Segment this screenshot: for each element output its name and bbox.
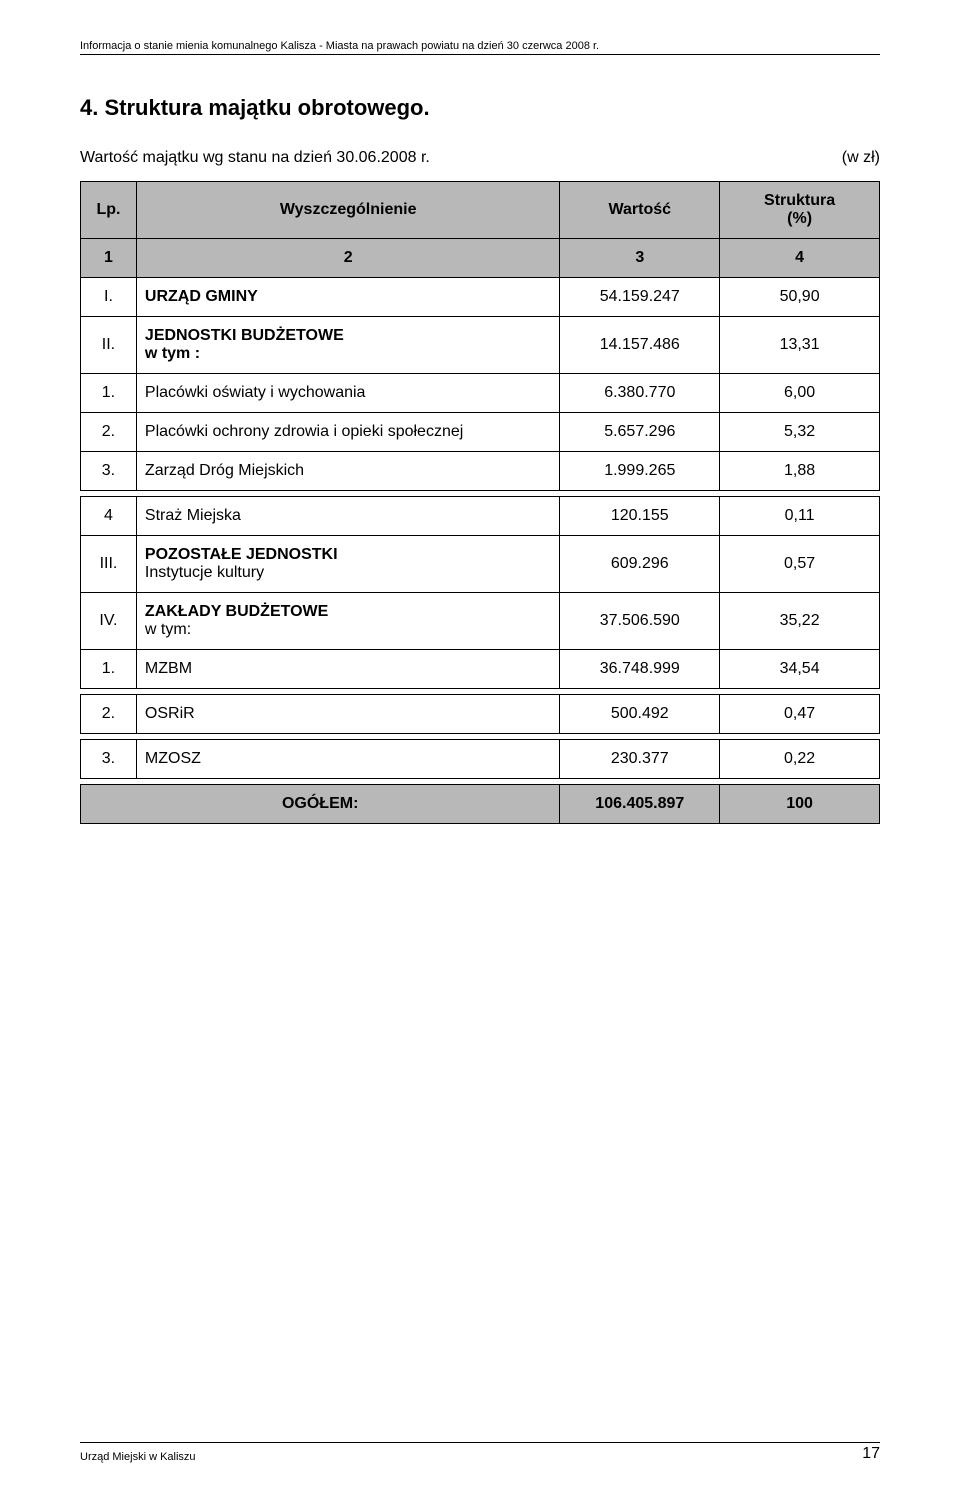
col-pct-header: Struktura (%) xyxy=(720,182,880,239)
table-subheader-row: 1 2 3 4 xyxy=(81,239,880,278)
col-lp-header: Lp. xyxy=(81,182,137,239)
table-row: 2. OSRiR 500.492 0,47 xyxy=(81,695,880,734)
total-row: OGÓŁEM: 106.405.897 100 xyxy=(81,785,880,824)
table-row: 2. Placówki ochrony zdrowia i opieki spo… xyxy=(81,413,880,452)
table-row: II. JEDNOSTKI BUDŻETOWE w tym : 14.157.4… xyxy=(81,317,880,374)
col-name-header: Wyszczególnienie xyxy=(136,182,559,239)
table-row: 1. Placówki oświaty i wychowania 6.380.7… xyxy=(81,374,880,413)
table-row: I. URZĄD GMINY 54.159.247 50,90 xyxy=(81,278,880,317)
table-row: 3. MZOSZ 230.377 0,22 xyxy=(81,740,880,779)
page-number: 17 xyxy=(862,1445,880,1463)
table-row: 1. MZBM 36.748.999 34,54 xyxy=(81,650,880,689)
subheader-4: 4 xyxy=(720,239,880,278)
subheader-3: 3 xyxy=(560,239,720,278)
subtitle-text: Wartość majątku wg stanu na dzień 30.06.… xyxy=(80,149,430,167)
page-footer: Urząd Miejski w Kaliszu 17 xyxy=(80,1442,880,1463)
data-table: Lp. Wyszczególnienie Wartość Struktura (… xyxy=(80,181,880,824)
section-title: 4. Struktura majątku obrotowego. xyxy=(80,95,880,121)
table-row: 4 Straż Miejska 120.155 0,11 xyxy=(81,497,880,536)
subheader-1: 1 xyxy=(81,239,137,278)
table-row: IV. ZAKŁADY BUDŻETOWEw tym: 37.506.590 3… xyxy=(81,593,880,650)
table-header-row: Lp. Wyszczególnienie Wartość Struktura (… xyxy=(81,182,880,239)
col-val-header: Wartość xyxy=(560,182,720,239)
table-row: 3. Zarząd Dróg Miejskich 1.999.265 1,88 xyxy=(81,452,880,491)
subheader-2: 2 xyxy=(136,239,559,278)
footer-text: Urząd Miejski w Kaliszu xyxy=(80,1451,196,1463)
unit-text: (w zł) xyxy=(842,149,880,167)
document-header: Informacja o stanie mienia komunalnego K… xyxy=(80,40,880,55)
table-row: III. POZOSTAŁE JEDNOSTKIInstytucje kultu… xyxy=(81,536,880,593)
